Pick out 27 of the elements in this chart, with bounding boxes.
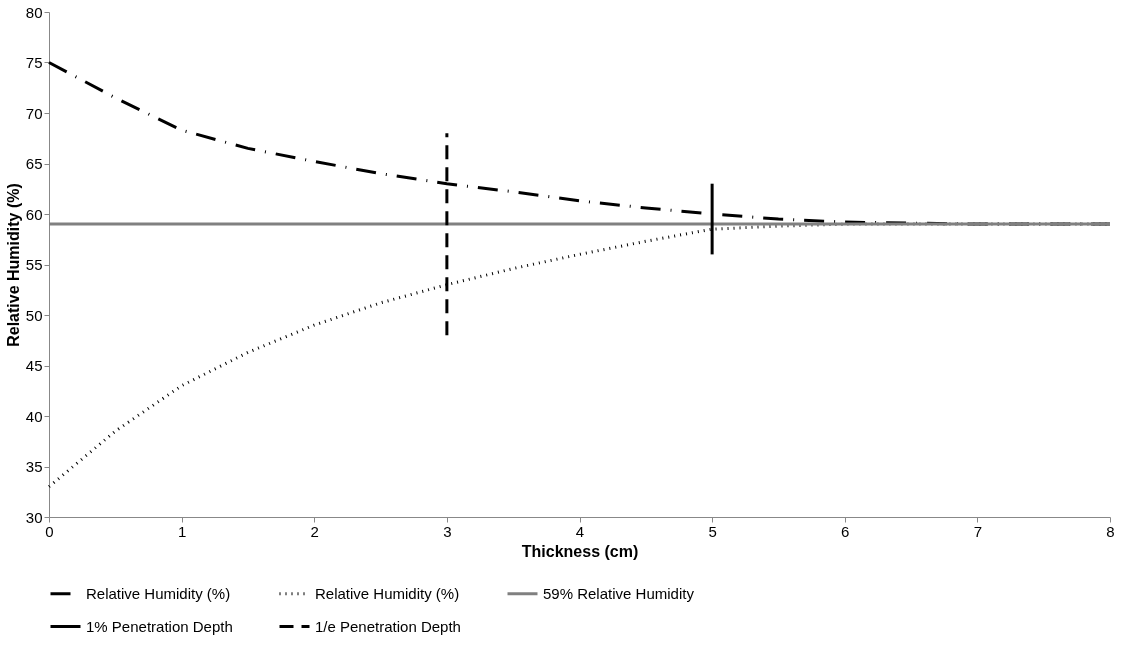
y-tick-label: 80: [25, 3, 43, 21]
x-tick-label: 5: [708, 522, 717, 540]
legend-label: Relative Humidity (%): [86, 584, 231, 602]
x-tick-label: 8: [1106, 522, 1115, 540]
legend-label: 59% Relative Humidity: [543, 584, 695, 602]
legend-label: Relative Humidity (%): [315, 584, 460, 602]
y-tick-label: 30: [25, 508, 43, 526]
x-tick-label: 1: [177, 522, 187, 540]
y-tick-label: 40: [25, 407, 43, 425]
y-tick-label: 60: [25, 205, 43, 223]
y-tick-label: 45: [25, 357, 43, 374]
y-tick-label: 75: [25, 54, 43, 71]
x-tick-label: 4: [575, 522, 585, 540]
y-tick-label: 50: [25, 306, 43, 324]
x-tick-label: 3: [443, 522, 452, 540]
y-tick-label: 35: [25, 458, 43, 475]
x-tick-label: 6: [841, 522, 850, 540]
y-tick-label: 65: [25, 155, 43, 172]
y-axis-title: Relative Humidity (%): [4, 183, 22, 347]
x-tick-label: 7: [973, 522, 983, 540]
x-tick-label: 0: [45, 522, 54, 540]
legend-label: 1/e Penetration Depth: [315, 617, 461, 635]
legend-label: 1% Penetration Depth: [86, 617, 233, 635]
y-tick-label: 70: [25, 104, 43, 122]
x-axis-title: Thickness (cm): [521, 542, 639, 560]
y-tick-label: 55: [25, 256, 43, 273]
x-tick-label: 2: [310, 522, 319, 540]
